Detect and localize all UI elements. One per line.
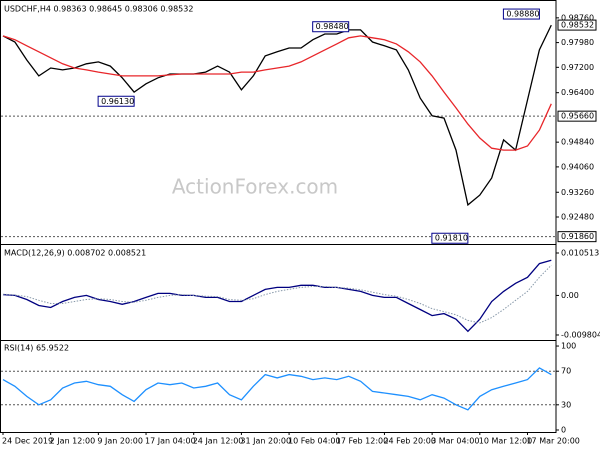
x-tick-label: 17 Mar 20:00	[526, 437, 579, 446]
x-tick-label: 3 Mar 04:00	[431, 437, 479, 446]
y-tick-label: 0.98760	[561, 13, 594, 22]
annotation-label: 0.96130	[101, 97, 134, 106]
x-tick-label: 17 Feb 12:00	[336, 437, 388, 446]
x-tick-label: 2 Jan 12:00	[50, 437, 96, 446]
x-tick-label: 17 Jan 04:00	[145, 437, 196, 446]
x-tick-label: 24 Jan 12:00	[193, 437, 244, 446]
annotation-label: 0.98480	[316, 22, 349, 31]
y-tick-label: 0.96400	[561, 88, 594, 97]
level-label-box	[557, 110, 597, 122]
annotation-box	[97, 95, 135, 107]
last-price-box	[557, 19, 597, 31]
y-tick-label: -0.009804	[561, 330, 600, 339]
y-tick-label: 0.94840	[561, 138, 594, 147]
x-tick-label: 24 Dec 2019	[2, 437, 53, 446]
x-tick-label: 10 Feb 04:00	[288, 437, 340, 446]
y-tick-label: 0.010513	[561, 249, 599, 258]
y-tick-label: 0.92480	[561, 212, 594, 221]
x-tick-label: 10 Mar 12:00	[479, 437, 532, 446]
panel-title: RSI(14) 65.9522	[4, 344, 69, 353]
y-tick-label: 0.93260	[561, 188, 594, 197]
annotation-box	[312, 21, 350, 33]
annotation-label: 0.98880	[506, 10, 539, 19]
level-label: 0.95660	[561, 112, 594, 121]
last-price-label: 0.98532	[561, 21, 594, 30]
series-line	[2, 35, 552, 151]
annotation-box	[502, 8, 540, 20]
y-tick-label: 0.97200	[561, 63, 594, 72]
level-label-box	[557, 231, 597, 243]
series-line	[2, 264, 552, 324]
series-line	[2, 367, 552, 411]
annotation-label: 0.91810	[435, 234, 468, 243]
level-label: 0.91860	[561, 232, 594, 241]
panel-title: MACD(12,26,9) 0.008702 0.008521	[4, 249, 146, 258]
x-tick-label: 24 Feb 20:00	[383, 437, 435, 446]
y-tick-label: 100	[561, 342, 576, 351]
annotation-box	[431, 232, 469, 244]
y-tick-label: 0.97980	[561, 38, 594, 47]
watermark: ActionForex.com	[172, 175, 338, 199]
x-tick-label: 9 Jan 20:00	[97, 437, 143, 446]
y-tick-label: 30	[561, 400, 571, 409]
y-tick-label: 70	[561, 367, 571, 376]
series-line	[2, 259, 552, 333]
y-tick-label: 0.00	[561, 291, 579, 300]
x-tick-label: 31 Jan 20:00	[240, 437, 291, 446]
y-tick-label: 0	[561, 425, 566, 434]
panel-title: USDCHF,H4 0.98363 0.98645 0.98306 0.9853…	[4, 5, 193, 14]
series-line	[2, 24, 552, 207]
y-tick-label: 0.94060	[561, 162, 594, 171]
